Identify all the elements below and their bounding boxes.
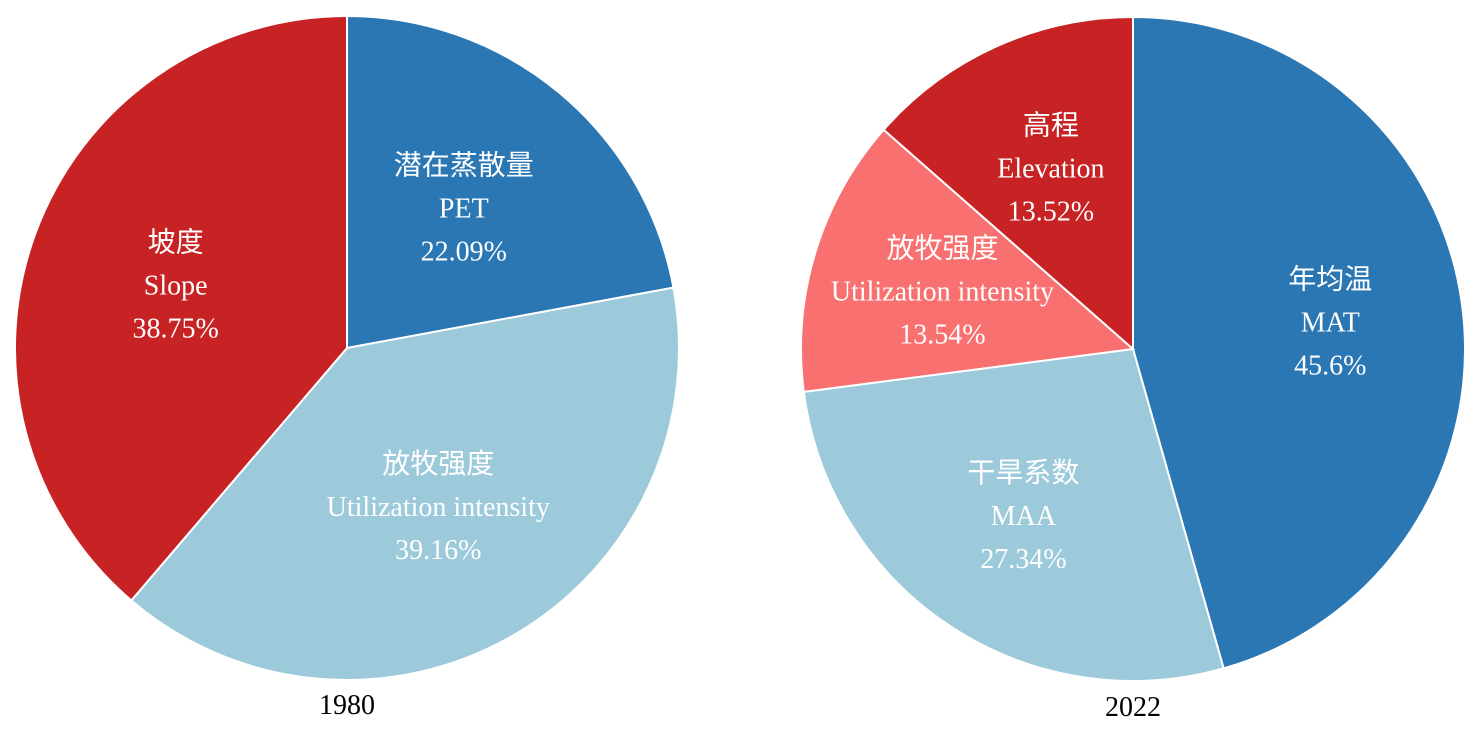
slice-labels: 潜在蒸散量 PET 22.09% 放牧强度 Utilization intensity 3… xyxy=(133,149,550,566)
slice-label-zh: 放牧强度 xyxy=(382,448,494,480)
pie-slice-slope xyxy=(14,14,348,602)
pie-year-label: 2022 xyxy=(1105,692,1161,723)
slice-label-en: Utilization intensity xyxy=(327,492,550,523)
slice-label-percent: 45.6% xyxy=(1294,350,1366,381)
slice-label-zh: 放牧强度 xyxy=(886,233,998,265)
slice-label: 干旱系数 MAA 27.34% xyxy=(967,457,1079,575)
slice-label-zh: 年均温 xyxy=(1288,263,1372,295)
slice-label-en: PET xyxy=(439,193,489,224)
pie-slice-mat xyxy=(1132,15,1466,670)
slice-label-en: Utilization intensity xyxy=(831,277,1054,308)
pie-year-label: 1980 xyxy=(319,690,375,721)
pie-chart-1980: 潜在蒸散量 PET 22.09% 放牧强度 Utilization intensity 3… xyxy=(14,14,681,721)
slice-label-percent: 38.75% xyxy=(133,314,219,345)
slice-label-percent: 27.34% xyxy=(980,544,1066,575)
slice-label-zh: 高程 xyxy=(1023,109,1079,141)
pie-slice-elevation xyxy=(882,15,1134,352)
slice-label-percent: 13.54% xyxy=(899,320,985,351)
pie-slice-utilization-intensity xyxy=(129,286,681,681)
slice-label-en: MAT xyxy=(1301,307,1360,338)
slice-label: 坡度 Slope 38.75% xyxy=(133,227,219,345)
pie-slice-maa xyxy=(802,347,1225,682)
slice-label: 年均温 MAT 45.6% xyxy=(1288,263,1372,381)
pie-slice-utilization-intensity xyxy=(800,128,1136,393)
slice-label-en: MAA xyxy=(991,501,1057,532)
pie-slice-pet xyxy=(346,14,675,350)
slice-label: 高程 Elevation 13.52% xyxy=(997,109,1104,227)
slice-label: 潜在蒸散量 PET 22.09% xyxy=(394,149,534,267)
slice-label-en: Elevation xyxy=(997,153,1104,184)
slice-label-en: Slope xyxy=(144,271,208,302)
slice-label-zh: 潜在蒸散量 xyxy=(394,149,534,181)
slice-label: 放牧强度 Utilization intensity 39.16% xyxy=(327,448,550,566)
pie-chart-2022: 年均温 MAT 45.6% 干旱系数 MAA 27.34% 放牧强度 Utilization … xyxy=(800,15,1466,723)
slice-label: 放牧强度 Utilization intensity 13.54% xyxy=(831,233,1054,351)
slice-label-zh: 坡度 xyxy=(148,227,204,259)
slice-label-percent: 22.09% xyxy=(421,236,507,267)
slice-label-zh: 干旱系数 xyxy=(967,457,1079,489)
slice-label-percent: 13.52% xyxy=(1008,196,1094,227)
slice-label-percent: 39.16% xyxy=(395,535,481,566)
slice-labels: 年均温 MAT 45.6% 干旱系数 MAA 27.34% 放牧强度 Utilization … xyxy=(831,109,1372,575)
